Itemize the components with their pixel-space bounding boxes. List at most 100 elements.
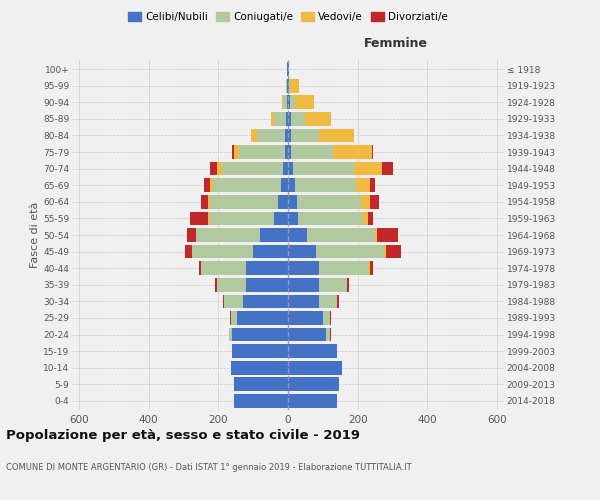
Bar <box>287 62 288 76</box>
Bar <box>208 212 209 225</box>
Bar <box>288 162 293 175</box>
Bar <box>288 79 289 92</box>
Bar <box>382 162 392 175</box>
Bar <box>281 178 288 192</box>
Bar <box>209 195 278 208</box>
Bar <box>370 195 379 208</box>
Bar <box>288 62 289 76</box>
Bar <box>287 79 288 92</box>
Bar <box>295 178 356 192</box>
Bar <box>278 195 288 208</box>
Text: Popolazione per età, sesso e stato civile - 2019: Popolazione per età, sesso e stato civil… <box>6 430 360 442</box>
Bar <box>288 128 292 142</box>
Bar <box>371 146 373 159</box>
Bar <box>271 112 274 126</box>
Bar <box>196 228 260 242</box>
Bar <box>283 162 288 175</box>
Bar <box>286 79 287 92</box>
Bar <box>288 96 290 109</box>
Bar <box>319 294 337 308</box>
Bar <box>290 96 295 109</box>
Bar <box>224 294 243 308</box>
Bar <box>368 262 370 275</box>
Bar <box>377 228 398 242</box>
Bar <box>284 146 288 159</box>
Bar <box>319 128 354 142</box>
Bar <box>251 128 257 142</box>
Bar <box>292 128 319 142</box>
Bar <box>274 112 286 126</box>
Bar <box>223 294 224 308</box>
Bar <box>246 278 288 291</box>
Bar <box>286 112 288 126</box>
Bar <box>326 328 330 342</box>
Bar <box>297 195 361 208</box>
Bar <box>246 262 288 275</box>
Bar <box>288 394 337 407</box>
Bar <box>295 96 314 109</box>
Bar <box>287 96 288 109</box>
Bar <box>288 228 307 242</box>
Bar <box>187 228 196 242</box>
Text: Femmine: Femmine <box>364 36 428 50</box>
Bar <box>319 262 368 275</box>
Bar <box>290 79 299 92</box>
Bar <box>209 212 274 225</box>
Bar <box>375 228 377 242</box>
Bar <box>330 328 331 342</box>
Bar <box>330 311 331 324</box>
Bar <box>288 195 297 208</box>
Bar <box>208 195 209 208</box>
Bar <box>201 262 246 275</box>
Bar <box>234 378 288 391</box>
Bar <box>370 178 375 192</box>
Bar <box>230 361 288 374</box>
Bar <box>215 278 217 291</box>
Bar <box>288 344 337 358</box>
Bar <box>347 278 349 291</box>
Bar <box>319 278 347 291</box>
Bar <box>284 128 288 142</box>
Bar <box>288 278 319 291</box>
Bar <box>288 146 292 159</box>
Bar <box>289 79 290 92</box>
Bar <box>305 112 331 126</box>
Bar <box>363 212 368 225</box>
Bar <box>386 245 401 258</box>
Bar <box>209 162 217 175</box>
Bar <box>217 278 246 291</box>
Bar <box>239 146 284 159</box>
Bar <box>232 344 288 358</box>
Bar <box>288 311 323 324</box>
Bar <box>192 245 253 258</box>
Bar <box>288 378 338 391</box>
Text: COMUNE DI MONTE ARGENTARIO (GR) - Dati ISTAT 1° gennaio 2019 - Elaborazione TUTT: COMUNE DI MONTE ARGENTARIO (GR) - Dati I… <box>6 464 412 472</box>
Bar <box>190 212 208 225</box>
Bar <box>337 294 338 308</box>
Bar <box>288 294 319 308</box>
Bar <box>230 311 238 324</box>
Bar <box>234 394 288 407</box>
Bar <box>368 212 373 225</box>
Bar <box>274 212 288 225</box>
Bar <box>288 212 298 225</box>
Bar <box>201 195 208 208</box>
Bar <box>234 146 239 159</box>
Bar <box>229 328 232 342</box>
Bar <box>288 245 316 258</box>
Bar <box>209 178 213 192</box>
Bar <box>293 162 354 175</box>
Bar <box>205 178 209 192</box>
Bar <box>356 178 370 192</box>
Bar <box>354 162 382 175</box>
Bar <box>288 328 326 342</box>
Bar <box>243 294 288 308</box>
Bar <box>384 245 386 258</box>
Bar <box>323 311 330 324</box>
Bar <box>333 146 371 159</box>
Bar <box>288 262 319 275</box>
Bar <box>185 245 192 258</box>
Bar <box>260 228 288 242</box>
Bar <box>199 262 201 275</box>
Bar <box>370 262 373 275</box>
